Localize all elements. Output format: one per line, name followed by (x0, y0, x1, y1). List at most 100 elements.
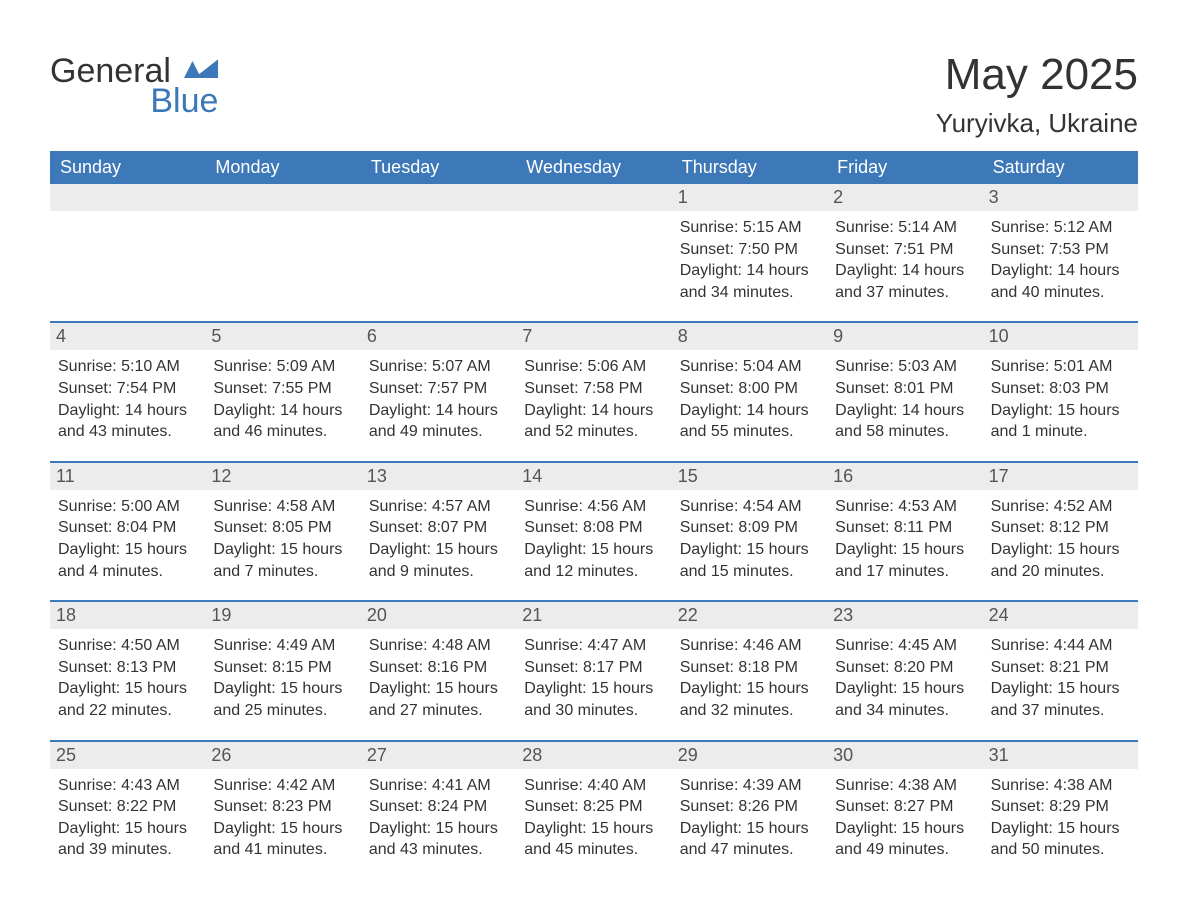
calendar-day-cell: 4Sunrise: 5:10 AMSunset: 7:54 PMDaylight… (50, 321, 205, 460)
sunrise-line: Sunrise: 4:52 AM (991, 496, 1130, 518)
sunset-line: Sunset: 8:08 PM (524, 517, 663, 539)
sunrise-label: Sunrise: (58, 777, 117, 794)
sunrise-label: Sunrise: (680, 219, 739, 236)
day-number: 24 (989, 605, 1009, 625)
sunset-value: 7:58 PM (583, 380, 643, 397)
calendar-day-cell: 29Sunrise: 4:39 AMSunset: 8:26 PMDayligh… (672, 740, 827, 879)
calendar-empty-cell (205, 184, 360, 321)
daylight-line: Daylight: 15 hours and 39 minutes. (58, 818, 197, 861)
sunset-value: 8:09 PM (738, 519, 798, 536)
day-number-bar: 9 (827, 323, 982, 350)
daylight-label: Daylight: (58, 402, 120, 419)
sunset-value: 7:50 PM (738, 241, 798, 258)
daylight-label: Daylight: (213, 820, 275, 837)
sunset-value: 8:01 PM (894, 380, 954, 397)
day-number-bar: 12 (205, 463, 360, 490)
day-number: 7 (522, 326, 532, 346)
sunrise-label: Sunrise: (524, 498, 583, 515)
sunset-label: Sunset: (58, 659, 112, 676)
sunrise-line: Sunrise: 5:12 AM (991, 217, 1130, 239)
sunset-value: 8:24 PM (428, 798, 488, 815)
day-info: Sunrise: 4:54 AMSunset: 8:09 PMDaylight:… (680, 496, 819, 582)
daylight-label: Daylight: (369, 680, 431, 697)
calendar: SundayMondayTuesdayWednesdayThursdayFrid… (50, 151, 1138, 879)
day-number-bar: 14 (516, 463, 671, 490)
sunset-value: 8:11 PM (894, 519, 952, 536)
day-info: Sunrise: 4:50 AMSunset: 8:13 PMDaylight:… (58, 635, 197, 721)
sunrise-label: Sunrise: (524, 358, 583, 375)
sunset-line: Sunset: 7:54 PM (58, 378, 197, 400)
sunrise-line: Sunrise: 5:04 AM (680, 356, 819, 378)
daylight-line: Daylight: 15 hours and 32 minutes. (680, 678, 819, 721)
sunset-label: Sunset: (524, 380, 578, 397)
day-number: 28 (522, 745, 542, 765)
sunset-line: Sunset: 8:23 PM (213, 796, 352, 818)
sunrise-line: Sunrise: 4:49 AM (213, 635, 352, 657)
sunrise-line: Sunrise: 4:53 AM (835, 496, 974, 518)
day-info: Sunrise: 4:38 AMSunset: 8:27 PMDaylight:… (835, 775, 974, 861)
day-number: 3 (989, 187, 999, 207)
sunrise-line: Sunrise: 4:39 AM (680, 775, 819, 797)
day-info: Sunrise: 5:03 AMSunset: 8:01 PMDaylight:… (835, 356, 974, 442)
sunset-line: Sunset: 8:16 PM (369, 657, 508, 679)
logo: General Blue (50, 50, 218, 118)
daylight-label: Daylight: (991, 402, 1053, 419)
calendar-day-cell: 6Sunrise: 5:07 AMSunset: 7:57 PMDaylight… (361, 321, 516, 460)
day-info: Sunrise: 4:56 AMSunset: 8:08 PMDaylight:… (524, 496, 663, 582)
day-number-bar: 11 (50, 463, 205, 490)
sunrise-value: 4:46 AM (743, 637, 802, 654)
sunrise-label: Sunrise: (369, 637, 428, 654)
daylight-label: Daylight: (991, 820, 1053, 837)
day-number: 12 (211, 466, 231, 486)
sunset-line: Sunset: 7:58 PM (524, 378, 663, 400)
sunset-label: Sunset: (524, 519, 578, 536)
day-number-bar: 6 (361, 323, 516, 350)
daylight-label: Daylight: (835, 262, 897, 279)
sunrise-label: Sunrise: (835, 637, 894, 654)
sunrise-label: Sunrise: (58, 637, 117, 654)
day-info: Sunrise: 5:12 AMSunset: 7:53 PMDaylight:… (991, 217, 1130, 303)
daylight-line: Daylight: 15 hours and 49 minutes. (835, 818, 974, 861)
sunset-label: Sunset: (213, 659, 267, 676)
sunset-label: Sunset: (835, 380, 889, 397)
sunrise-value: 4:42 AM (277, 777, 336, 794)
day-number: 4 (56, 326, 66, 346)
calendar-day-cell: 27Sunrise: 4:41 AMSunset: 8:24 PMDayligh… (361, 740, 516, 879)
day-number: 27 (367, 745, 387, 765)
sunset-label: Sunset: (58, 380, 112, 397)
day-number-bar: 16 (827, 463, 982, 490)
day-number: 17 (989, 466, 1009, 486)
calendar-day-cell: 10 Sunrise: 5:01 AMSunset: 8:03 PMDayligh… (983, 321, 1138, 460)
sunset-label: Sunset: (213, 380, 267, 397)
sunset-line: Sunset: 8:00 PM (680, 378, 819, 400)
day-number-bar: 10 (983, 323, 1138, 350)
day-number: 25 (56, 745, 76, 765)
sunset-label: Sunset: (369, 798, 423, 815)
sunrise-value: 4:41 AM (432, 777, 491, 794)
daylight-line: Daylight: 15 hours and 50 minutes. (991, 818, 1130, 861)
sunset-line: Sunset: 7:57 PM (369, 378, 508, 400)
page: General Blue May 2025 Yuryivka, Ukraine … (0, 0, 1188, 919)
day-number-bar: 18 (50, 602, 205, 629)
day-number-bar (205, 184, 360, 211)
sunset-label: Sunset: (680, 380, 734, 397)
calendar-body: 1Sunrise: 5:15 AMSunset: 7:50 PMDaylight… (50, 184, 1138, 879)
day-info: Sunrise: 5:01 AMSunset: 8:03 PMDaylight:… (991, 356, 1130, 442)
sunset-line: Sunset: 8:21 PM (991, 657, 1130, 679)
sunset-label: Sunset: (213, 519, 267, 536)
calendar-empty-cell (361, 184, 516, 321)
day-info: Sunrise: 5:14 AMSunset: 7:51 PMDaylight:… (835, 217, 974, 303)
sunrise-label: Sunrise: (991, 498, 1050, 515)
sunset-label: Sunset: (58, 798, 112, 815)
sunset-value: 8:12 PM (1049, 519, 1109, 536)
daylight-line: Daylight: 15 hours and 25 minutes. (213, 678, 352, 721)
sunset-line: Sunset: 7:51 PM (835, 239, 974, 261)
daylight-label: Daylight: (835, 820, 897, 837)
sunset-value: 8:21 PM (1049, 659, 1109, 676)
sunrise-label: Sunrise: (991, 219, 1050, 236)
sunset-label: Sunset: (680, 798, 734, 815)
day-number-bar: 30 (827, 742, 982, 769)
sunrise-label: Sunrise: (213, 498, 272, 515)
location-subtitle: Yuryivka, Ukraine (936, 108, 1138, 139)
daylight-label: Daylight: (680, 402, 742, 419)
